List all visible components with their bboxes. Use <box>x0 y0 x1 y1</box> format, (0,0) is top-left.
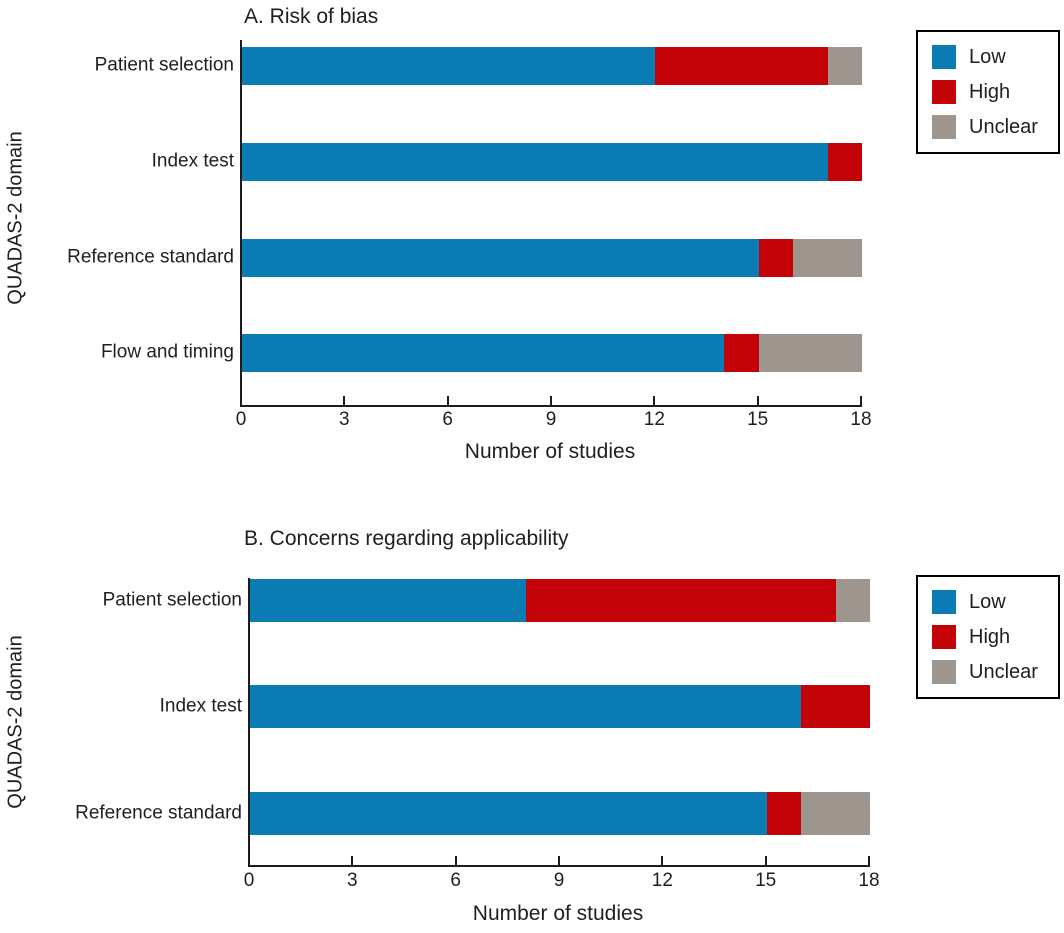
bar-row <box>242 143 862 181</box>
legend-swatch-unclear <box>932 115 956 139</box>
x-axis-tick <box>558 856 560 865</box>
legend-swatch-low <box>932 590 956 614</box>
x-axis-tick-label: 3 <box>339 409 350 430</box>
bar-segment-low <box>250 792 767 835</box>
x-axis-tick-label: 6 <box>450 870 461 891</box>
legend-label: Unclear <box>969 116 1038 138</box>
bar-segment-high <box>758 239 794 277</box>
y-axis-spine <box>248 578 250 867</box>
x-axis-tick <box>454 856 457 865</box>
chart-b-legend: Low High Unclear <box>916 575 1060 699</box>
bar-segment-unclear <box>835 579 870 622</box>
category-label: Flow and timing <box>100 341 234 363</box>
bar-segment-low <box>250 579 526 622</box>
x-axis-tick-label: 9 <box>545 409 557 430</box>
category-label: Reference standard <box>67 246 234 268</box>
x-axis-tick <box>868 856 870 865</box>
legend-swatch-low <box>932 45 956 69</box>
chart-a-legend: Low High Unclear <box>916 30 1060 154</box>
x-axis-tick-label: 6 <box>442 409 453 430</box>
x-axis-line <box>240 405 862 407</box>
chart-a-x-axis-label: Number of studies <box>464 440 636 463</box>
x-axis-tick-label: 3 <box>347 870 358 891</box>
x-axis-tick-label: 18 <box>850 409 872 430</box>
legend-item-high: High <box>932 625 1044 649</box>
x-axis-tick <box>351 856 354 865</box>
x-axis-tick-label: 9 <box>553 870 565 891</box>
legend-label: High <box>969 81 1011 103</box>
bar-row <box>242 47 862 85</box>
x-axis-tick <box>764 856 767 865</box>
legend-swatch-high <box>932 80 956 104</box>
x-axis-tick-label: 0 <box>243 870 255 891</box>
bar-row <box>242 239 862 277</box>
bar-row <box>250 579 870 622</box>
bar-segment-unclear <box>801 792 870 835</box>
bar-segment-high <box>766 792 802 835</box>
bar-segment-unclear <box>758 334 862 372</box>
legend-item-unclear: Unclear <box>932 660 1044 684</box>
x-axis-tick-label: 0 <box>235 409 247 430</box>
x-axis-tick <box>248 856 250 865</box>
legend-swatch-high <box>932 625 956 649</box>
category-label: Patient selection <box>94 54 234 76</box>
legend-item-high: High <box>932 80 1044 104</box>
legend-label: Unclear <box>969 661 1038 683</box>
bar-segment-high <box>525 579 836 622</box>
bar-segment-high <box>827 143 862 181</box>
x-axis-tick <box>240 396 242 405</box>
bar-segment-high <box>724 334 759 372</box>
legend-item-unclear: Unclear <box>932 115 1044 139</box>
bar-row <box>242 334 862 372</box>
chart-b-x-axis-label: Number of studies <box>472 902 644 925</box>
x-axis-tick <box>860 396 862 405</box>
category-label: Index test <box>159 695 242 717</box>
chart-a-title: A. Risk of bias <box>244 5 379 28</box>
x-axis-tick <box>653 396 656 405</box>
bar-segment-low <box>242 334 725 372</box>
bar-segment-high <box>655 47 828 85</box>
chart-b-title: B. Concerns regarding applicability <box>244 527 569 550</box>
x-axis-tick <box>661 856 664 865</box>
x-axis-tick-label: 15 <box>747 409 769 430</box>
category-label: Index test <box>151 150 234 172</box>
bar-segment-low <box>242 143 828 181</box>
x-axis-tick <box>343 396 346 405</box>
bar-segment-high <box>801 685 870 728</box>
x-axis-tick-label: 15 <box>755 870 777 891</box>
legend-label: High <box>969 626 1011 648</box>
legend-label: Low <box>969 46 1006 68</box>
x-axis-tick-label: 12 <box>643 409 665 430</box>
bar-segment-unclear <box>827 47 862 85</box>
x-axis-tick <box>446 396 449 405</box>
x-axis-tick-label: 18 <box>858 870 880 891</box>
bar-segment-low <box>250 685 802 728</box>
legend-item-low: Low <box>932 45 1044 69</box>
chart-b-y-axis-label: QUADAS-2 domain <box>4 635 27 809</box>
bar-segment-low <box>242 47 656 85</box>
legend-swatch-unclear <box>932 660 956 684</box>
legend-item-low: Low <box>932 590 1044 614</box>
bar-row <box>250 685 870 728</box>
x-axis-line <box>248 865 870 867</box>
bar-segment-unclear <box>793 239 862 277</box>
category-label: Patient selection <box>102 589 242 611</box>
bar-segment-low <box>242 239 759 277</box>
legend-label: Low <box>969 591 1006 613</box>
category-label: Reference standard <box>75 802 242 824</box>
bar-row <box>250 792 870 835</box>
y-axis-spine <box>240 40 242 407</box>
x-axis-tick <box>756 396 759 405</box>
x-axis-tick-label: 12 <box>651 870 673 891</box>
x-axis-tick <box>550 396 552 405</box>
